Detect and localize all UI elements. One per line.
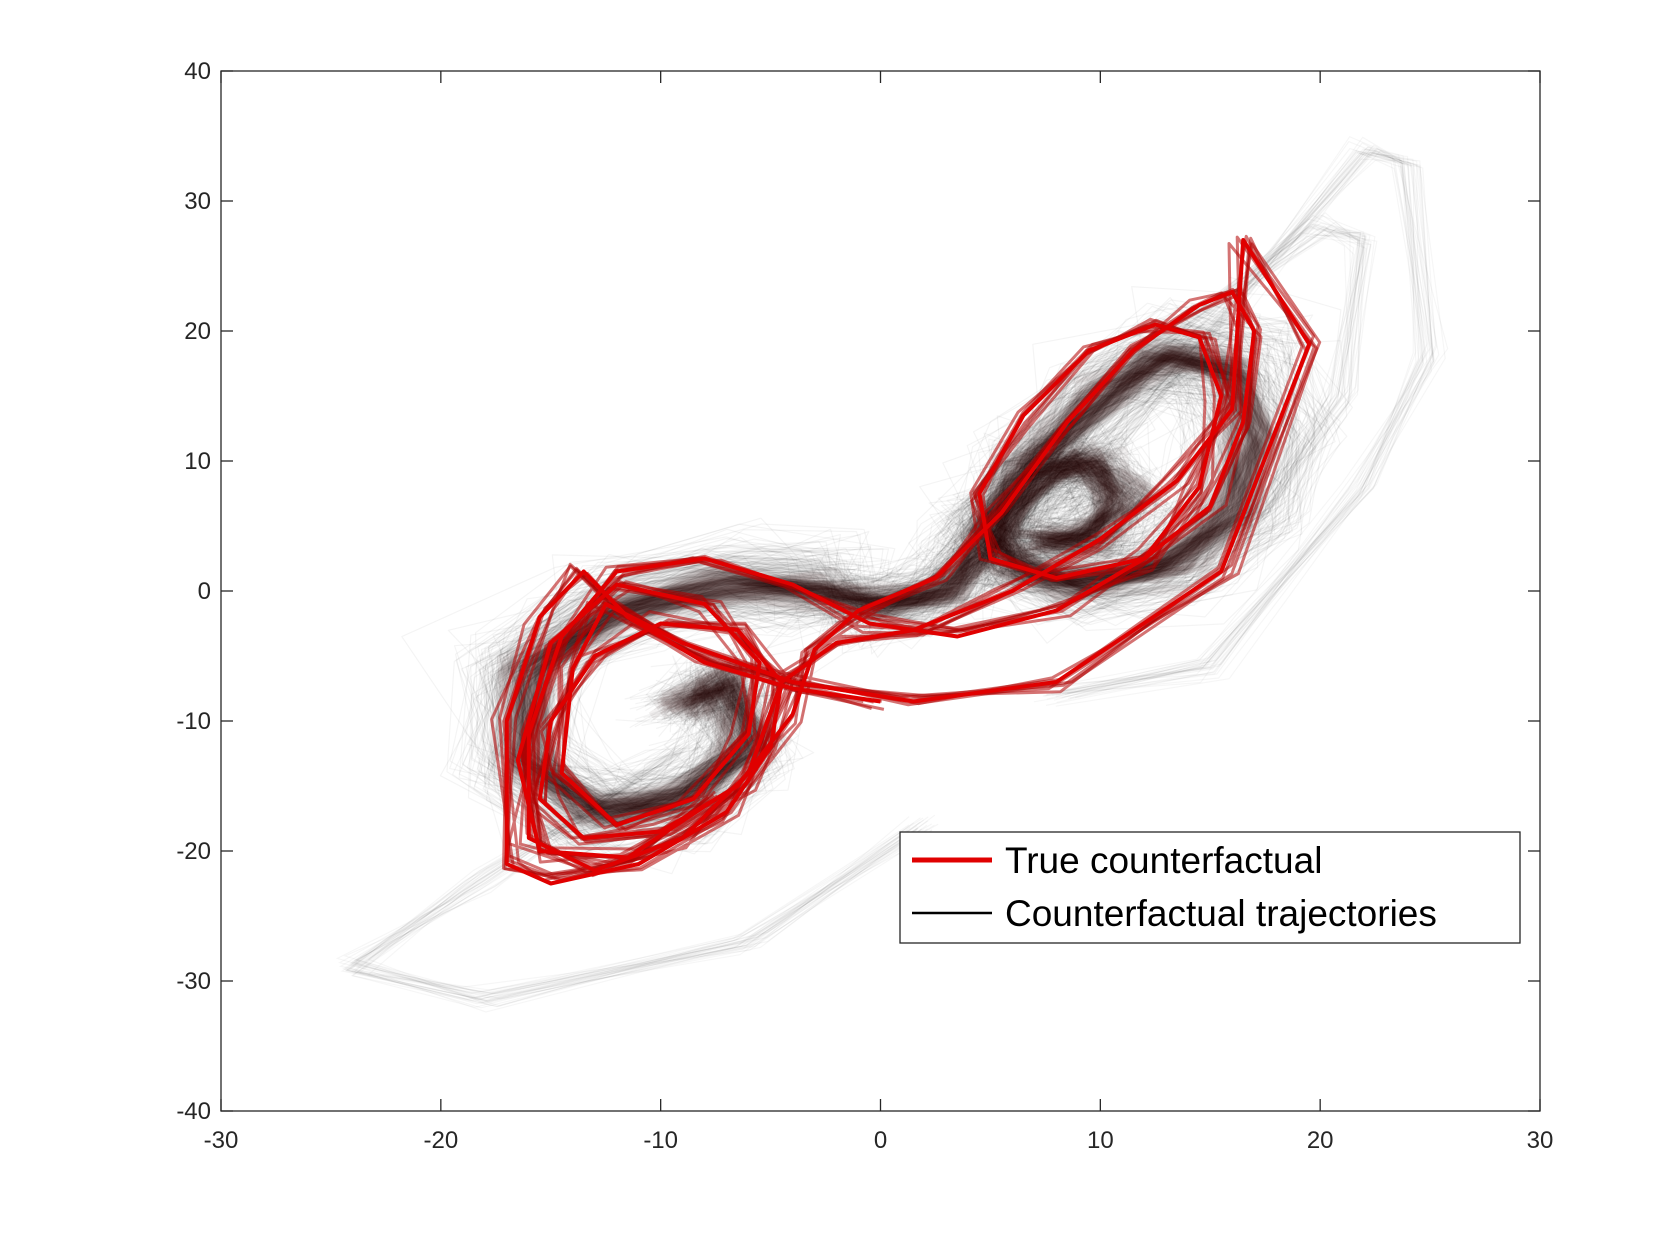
counterfactual-trajectory-line (548, 380, 1249, 820)
x-tick-label: 30 (1527, 1127, 1554, 1154)
counterfactual-trajectory-line (562, 382, 1234, 786)
true-counterfactual-line (504, 238, 1312, 886)
counterfactual-trajectory-line (541, 358, 1275, 827)
counterfactual-trajectory-line (526, 366, 1232, 806)
counterfactual-trajectory-line (508, 340, 1310, 827)
x-tick-label: 10 (1087, 1127, 1114, 1154)
counterfactual-trajectory-line (500, 355, 1240, 835)
legend-label-true-counterfactual: True counterfactual (1005, 840, 1322, 881)
x-tick-label: -10 (643, 1127, 678, 1154)
counterfactual-trajectory-line (503, 308, 1319, 822)
counterfactual-trajectory-line (487, 370, 1265, 822)
counterfactual-trajectory-line (540, 352, 1251, 781)
counterfactual-trajectory-line (569, 367, 1249, 781)
counterfactual-trajectory-line (524, 346, 1302, 834)
counterfactual-trajectory-line (530, 350, 1254, 817)
counterfactual-trajectory-line (487, 314, 1286, 823)
counterfactual-trajectory-line (535, 370, 1240, 811)
counterfactual-trajectory-line (548, 333, 1281, 823)
counterfactual-trajectory-line (532, 393, 1250, 828)
counterfactual-trajectory-line (556, 372, 1244, 813)
counterfactual-trajectory-line (527, 346, 1310, 834)
counterfactual-trajectory-line (545, 373, 1287, 838)
counterfactual-trajectory-line (558, 401, 1198, 797)
y-tick-label: -30 (176, 968, 211, 995)
counterfactual-trajectory-line (453, 330, 1289, 835)
x-tick-label: 20 (1307, 1127, 1334, 1154)
counterfactual-trajectory-line (561, 411, 1293, 806)
y-tick-label: -40 (176, 1098, 211, 1125)
y-tick-label: 30 (184, 188, 211, 215)
counterfactual-trajectory-line (518, 344, 1258, 830)
counterfactual-trajectory-line (559, 340, 1270, 803)
counterfactual-trajectory-line (566, 357, 1267, 810)
counterfactual-trajectory-line (519, 324, 1268, 827)
counterfactual-trajectory-line (517, 355, 1265, 812)
counterfactual-trajectory-line (562, 391, 1212, 795)
counterfactual-trajectory-line (497, 350, 1265, 809)
y-tick-label: 40 (184, 58, 211, 85)
counterfactual-trajectory-line (517, 395, 1229, 796)
counterfactual-trajectory-line (537, 370, 1245, 795)
counterfactual-trajectory-line (571, 369, 1248, 802)
legend: True counterfactual Counterfactual traje… (899, 831, 1521, 944)
counterfactual-trajectory-line (549, 358, 1259, 781)
y-tick-label: -10 (176, 708, 211, 735)
counterfactual-trajectory-line (578, 391, 1249, 834)
true-counterfactual-layer (490, 234, 1322, 886)
counterfactual-trajectory-line (572, 386, 1279, 794)
y-tick-label: 0 (198, 578, 211, 605)
y-tick-label: 10 (184, 448, 211, 475)
counterfactual-trajectory-line (549, 325, 1270, 797)
legend-label-counterfactual-trajectories: Counterfactual trajectories (1005, 893, 1437, 934)
counterfactual-trajectory-line (499, 359, 1282, 829)
counterfactual-trajectory-line (566, 325, 1299, 828)
x-tick-label: -30 (204, 1127, 239, 1154)
y-tick-label: 20 (184, 318, 211, 345)
counterfactual-trajectory-line (509, 357, 1292, 811)
counterfactual-trajectory-line (510, 343, 1269, 821)
counterfactual-trajectory-line (557, 389, 1227, 811)
counterfactual-trajectory-line (514, 368, 1272, 823)
counterfactual-trajectory-line (504, 336, 1301, 841)
counterfactual-trajectory-line (559, 366, 1302, 832)
counterfactual-trajectory-line (535, 320, 1291, 845)
counterfactual-trajectory-line (475, 299, 1277, 823)
x-tick-label: -20 (423, 1127, 458, 1154)
counterfactual-trajectory-line (502, 340, 1265, 813)
counterfactual-trajectory-line (518, 350, 1265, 816)
counterfactual-trajectory-line (563, 371, 1268, 818)
counterfactual-trajectory-line (511, 354, 1235, 827)
counterfactual-trajectory-line (534, 355, 1262, 816)
counterfactual-trajectory-line (539, 373, 1260, 844)
counterfactual-trajectory-line (401, 298, 1259, 841)
counterfactual-trajectory-line (520, 373, 1271, 843)
x-tick-label: 0 (874, 1127, 887, 1154)
counterfactual-trajectory-line (539, 368, 1255, 810)
counterfactual-trajectory-line (518, 303, 1342, 839)
y-tick-label: -20 (176, 838, 211, 865)
counterfactual-trajectory-line (494, 345, 1239, 801)
counterfactual-trajectory-line (516, 346, 1314, 841)
legend-box (899, 831, 1521, 944)
counterfactual-trajectory-line (560, 363, 1272, 795)
counterfactual-trajectory-line (558, 360, 1271, 809)
counterfactual-trajectory-line (542, 406, 1247, 782)
counterfactual-trajectory-line (505, 342, 1243, 824)
counterfactual-trajectory-line (487, 339, 1279, 816)
counterfactual-trajectory-line (506, 357, 1237, 796)
